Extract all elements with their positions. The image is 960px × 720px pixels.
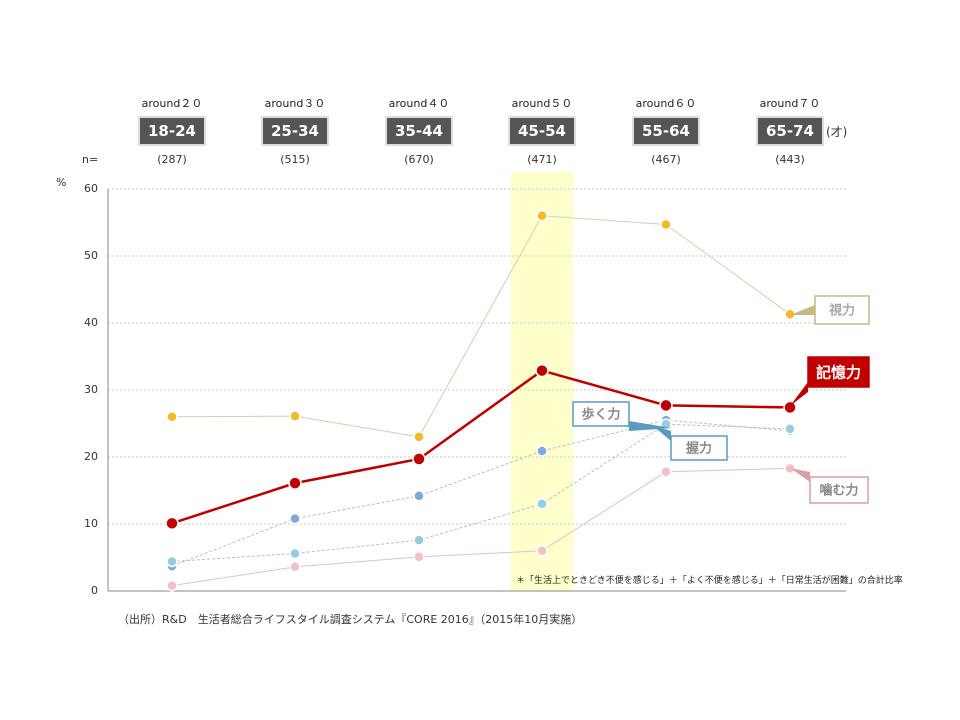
category-around-label: around４０ [388, 97, 450, 110]
data-point [536, 210, 548, 222]
data-point [536, 445, 548, 457]
y-tick-label: 40 [84, 316, 98, 329]
sample-size-4: (467) [651, 153, 681, 166]
data-point [289, 512, 301, 525]
data-point [535, 363, 549, 378]
category-around-label: around２０ [141, 97, 203, 110]
data-point [166, 555, 178, 568]
category-around-label: around６０ [635, 97, 697, 110]
callout-box [670, 435, 728, 461]
sample-size-2: (670) [404, 153, 434, 166]
data-point [413, 551, 425, 563]
category-range-label: 35-44 [385, 116, 453, 146]
callout-box [807, 356, 870, 388]
highlight-band [511, 172, 573, 591]
category-range-label: 65-74 [756, 116, 824, 146]
category-header-0: around２０ 18-24 [122, 96, 222, 146]
data-point [166, 579, 178, 592]
y-axis-unit: % [56, 176, 67, 189]
y-tick-label: 50 [84, 249, 98, 262]
callout-label: 記憶力 [816, 363, 861, 381]
category-header-2: around４０ 35-44 [369, 96, 469, 146]
data-point [289, 547, 301, 560]
category-around-label: around３０ [264, 97, 326, 110]
category-range-label: 25-34 [261, 116, 329, 146]
y-tick-label: 60 [84, 182, 98, 195]
y-tick-label: 20 [84, 450, 98, 463]
series-line-0 [171, 215, 791, 438]
data-point [536, 498, 548, 510]
category-header-4: around６０ 55-64 [616, 96, 716, 146]
callout-pointer [790, 382, 808, 406]
source-citation: （出所）R&D 生活者総合ライフスタイル調査システム『CORE 2016』（20… [118, 613, 583, 626]
category-range-label: 18-24 [138, 116, 206, 146]
data-point [413, 431, 425, 443]
data-point [288, 476, 302, 490]
sample-size-label: n= [82, 153, 99, 166]
data-point [660, 218, 672, 231]
footnote: ＊「生活上でときどき不便を感じる」＋「よく不便を感じる」＋「日常生活が困難」の合… [516, 576, 903, 586]
data-point [659, 398, 673, 413]
series-line-3 [171, 423, 791, 563]
callout-box [572, 401, 630, 427]
data-point [165, 516, 179, 531]
y-tick-label: 0 [91, 584, 98, 597]
callout-pointer [652, 425, 671, 441]
data-point [536, 545, 548, 557]
category-around-label: around７０ [759, 97, 821, 110]
data-point [289, 410, 301, 422]
category-header-3: around５０ 45-54 [492, 96, 592, 146]
data-point [660, 465, 672, 478]
category-header-1: around３０ 25-34 [245, 96, 345, 146]
sample-size-1: (515) [280, 153, 310, 166]
data-point [413, 490, 425, 502]
callout-box [809, 476, 869, 504]
data-point [784, 462, 796, 475]
callout-label: 視力 [828, 303, 855, 319]
sample-size-3: (471) [527, 153, 557, 166]
data-point [784, 423, 796, 435]
callout-label: 噛む力 [819, 483, 858, 499]
series-line-1 [171, 369, 791, 525]
age-unit-label: (才) [826, 125, 848, 139]
data-point [412, 452, 426, 466]
callout-box [814, 295, 870, 325]
y-tick-label: 10 [84, 517, 98, 530]
data-point [413, 534, 425, 546]
sample-size-0: (287) [157, 153, 187, 166]
sample-size-5: (443) [775, 153, 805, 166]
data-point [783, 400, 797, 415]
series-line-2 [171, 419, 791, 567]
data-point [166, 411, 178, 423]
category-range-label: 55-64 [632, 116, 700, 146]
series-line-4 [171, 467, 791, 587]
callout-label: 握力 [686, 441, 712, 457]
callout-pointer [790, 305, 815, 315]
data-point [289, 561, 301, 573]
category-header-5: around７０ 65-74 [740, 96, 840, 146]
category-around-label: around５０ [511, 97, 573, 110]
category-range-label: 45-54 [508, 116, 576, 146]
callout-label: 歩く力 [581, 407, 620, 423]
y-tick-label: 30 [84, 383, 98, 396]
callout-pointer [790, 468, 810, 482]
